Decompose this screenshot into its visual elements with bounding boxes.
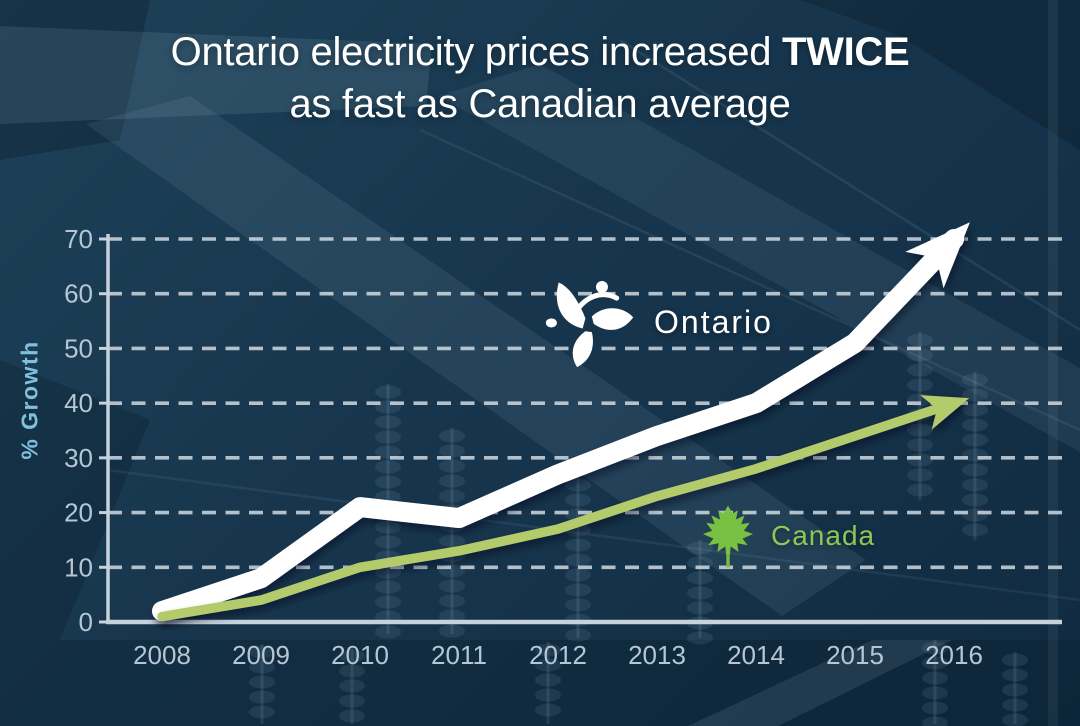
x-tick-label-2013: 2013 (628, 640, 686, 670)
bg-insulator-stack (922, 640, 948, 726)
bg-insulator-stack (249, 644, 275, 724)
y-tick-label-70: 70 (64, 224, 93, 254)
ontario-series-name: Ontario (654, 303, 773, 340)
canada-series-label: Canada (695, 500, 875, 572)
bg-cable (619, 38, 1080, 332)
x-tick-label-2015: 2015 (826, 640, 884, 670)
y-tick-label-60: 60 (64, 279, 93, 309)
canada-series-name: Canada (771, 520, 876, 551)
bg-bottom-band (0, 640, 1080, 726)
x-tick-label-2016: 2016 (925, 640, 983, 670)
bg-tower-brace (438, 64, 1080, 452)
y-tick-label-30: 30 (64, 443, 93, 473)
chart-title: Ontario electricity prices increased TWI… (0, 26, 1080, 130)
canada-line (157, 395, 970, 622)
chart-title-line1-bold: TWICE (782, 30, 910, 74)
chart-title-line1: Ontario electricity prices increased TWI… (0, 26, 1080, 78)
bg-tower-arm (0, 26, 432, 124)
bg-insulator-stack (339, 648, 365, 724)
bg-insulator-stack (1002, 652, 1028, 726)
x-tick-label-2008: 2008 (133, 640, 191, 670)
bg-cable (107, 468, 1080, 602)
y-tick-label-0: 0 (79, 607, 93, 637)
x-tick-label-2009: 2009 (232, 640, 290, 670)
y-tick-label-50: 50 (64, 333, 93, 363)
bg-dark-wedge (0, 360, 150, 640)
maple-leaf-icon (702, 505, 754, 568)
bg-cable (419, 128, 1080, 432)
x-tick-label-2011: 2011 (431, 640, 487, 670)
chart-title-line1-regular: Ontario electricity prices increased (170, 30, 782, 74)
bg-dark-corner (800, 0, 1080, 150)
bg-pole (1048, 0, 1058, 726)
bg-dark-corner (0, 0, 150, 160)
x-tick-label-2010: 2010 (331, 640, 389, 670)
bg-tower-brace (688, 640, 952, 726)
y-tick-label-40: 40 (64, 388, 93, 418)
x-tick-label-2012: 2012 (529, 640, 587, 670)
ontario-series-label: Ontario (540, 276, 773, 368)
trillium-icon (545, 281, 634, 368)
y-tick-label-10: 10 (64, 552, 93, 582)
y-axis-label: % Growth (16, 340, 43, 460)
chart-title-line2: as fast as Canadian average (289, 82, 791, 126)
x-axis-labels: 2008 2009 2010 2011 2012 2013 2014 2015 2016 (133, 640, 983, 670)
x-tick-label-2014: 2014 (727, 640, 785, 670)
bg-tower-brace (86, 96, 866, 616)
ontario-line (152, 222, 970, 622)
bg-insulator-stack (535, 642, 561, 724)
y-tick-label-20: 20 (64, 498, 93, 528)
